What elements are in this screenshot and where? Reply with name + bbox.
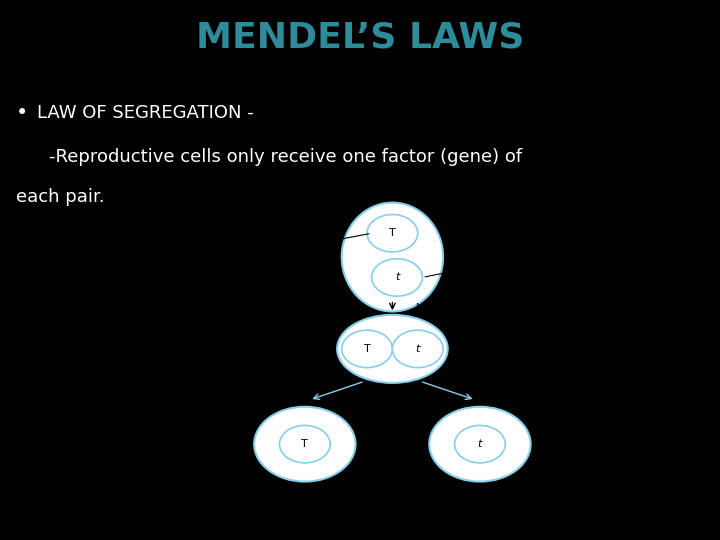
Circle shape (372, 259, 423, 296)
Ellipse shape (342, 202, 443, 312)
Text: carrying t gene: carrying t gene (510, 246, 570, 255)
Text: T: T (389, 228, 396, 238)
Text: chromosomes: chromosomes (513, 235, 567, 245)
Text: Segregation: Segregation (366, 383, 418, 393)
Circle shape (279, 426, 330, 463)
Ellipse shape (337, 315, 448, 383)
Text: chromosomes: chromosomes (218, 235, 271, 245)
Circle shape (429, 407, 531, 482)
Circle shape (392, 330, 443, 368)
Circle shape (454, 426, 505, 463)
Text: t: t (395, 273, 399, 282)
Text: LAW OF SEGREGATION -: LAW OF SEGREGATION - (37, 104, 254, 123)
Text: Pairing of homologous: Pairing of homologous (465, 338, 550, 347)
Text: Gamete: Gamete (463, 487, 497, 496)
Text: Homologous: Homologous (516, 225, 564, 234)
Text: -Reproductive cells only receive one factor (gene) of: -Reproductive cells only receive one fac… (49, 147, 522, 166)
Circle shape (367, 214, 418, 252)
Text: chromosomes: chromosomes (481, 349, 534, 359)
Text: Gamete: Gamete (288, 487, 322, 496)
Text: each pair.: each pair. (16, 188, 104, 206)
Text: t: t (478, 439, 482, 449)
Text: carrying T gene: carrying T gene (215, 246, 275, 255)
Text: Homologous: Homologous (221, 225, 269, 234)
Text: T: T (302, 439, 308, 449)
Text: MENDEL’S LAWS: MENDEL’S LAWS (196, 21, 524, 55)
Circle shape (254, 407, 356, 482)
Circle shape (342, 330, 392, 368)
Text: T: T (364, 344, 370, 354)
Text: •: • (16, 103, 28, 124)
Text: Meiosis: Meiosis (415, 303, 446, 312)
Text: t: t (415, 344, 420, 354)
